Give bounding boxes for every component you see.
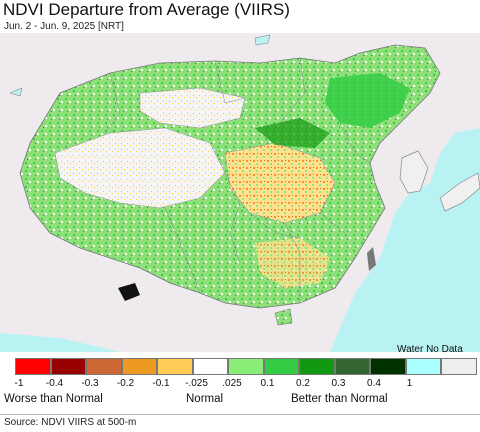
- legend-tick-9: 0.3: [331, 378, 346, 389]
- legend-tick-3: -0.2: [116, 378, 135, 389]
- legend-swatch-5: [192, 358, 228, 375]
- legend-tick-0: -1: [14, 378, 24, 389]
- ocean: [330, 128, 480, 352]
- legend-swatch-8: [299, 358, 335, 375]
- province-borders: [104, 57, 371, 303]
- korean-peninsula: [399, 150, 429, 194]
- legend: Water No Data -1 -0.4 -0.3 -0.2 -0.1 -.025 .02…: [0, 344, 480, 414]
- bangladesh-area: [118, 283, 140, 301]
- legend-swatch-6: [228, 358, 264, 375]
- desert-region: [139, 87, 246, 129]
- legend-swatch-7: [263, 358, 299, 375]
- legend-tick-8: 0.2: [296, 378, 310, 389]
- lake-baikal: [254, 34, 271, 46]
- map-title: NDVI Departure from Average (VIIRS): [3, 0, 290, 19]
- northeast-green: [325, 73, 410, 128]
- legend-swatch-1: [50, 358, 86, 375]
- legend-tick-4: -0.1: [152, 378, 170, 389]
- south-china-dry-patch: [255, 238, 330, 288]
- taiwan: [367, 247, 376, 271]
- legend-swatch-2: [86, 358, 122, 375]
- legend-swatch-11: [405, 358, 441, 375]
- legend-tick-2: -0.3: [81, 378, 99, 389]
- data-source: Source: NDVI VIIRS at 500-m: [4, 417, 137, 428]
- legend-tick-1: -0.4: [45, 378, 64, 389]
- legend-swatch-12: [441, 358, 477, 375]
- map-canvas: [0, 33, 480, 352]
- map-date-range: Jun. 2 - Jun. 9, 2025 [NRT]: [4, 21, 124, 32]
- footer-divider: [0, 414, 480, 415]
- legend-tick-11: 1: [406, 378, 413, 389]
- loess-green: [255, 118, 330, 148]
- legend-tick-5: -.025: [185, 378, 208, 389]
- legend-better-label: Better than Normal: [291, 393, 388, 405]
- ndvi-map: [0, 33, 480, 352]
- legend-color-bar: [15, 358, 477, 375]
- legend-swatch-9: [334, 358, 370, 375]
- ocean-southwest: [0, 333, 120, 352]
- legend-tick-6: .025: [222, 378, 242, 389]
- legend-tick-7: 0.1: [260, 378, 275, 389]
- plateau-region: [54, 127, 226, 209]
- legend-swatch-4: [157, 358, 193, 375]
- japan: [439, 172, 480, 212]
- hainan: [274, 308, 293, 326]
- legend-swatch-0: [15, 358, 51, 375]
- lake-balkhash: [9, 87, 23, 97]
- legend-normal-label: Normal: [186, 393, 224, 405]
- legend-swatch-3: [121, 358, 157, 375]
- water-no-data-label: Water No Data: [397, 344, 463, 355]
- legend-tick-10: 0.4: [367, 378, 381, 389]
- legend-swatch-10: [370, 358, 406, 375]
- legend-worse-label: Worse than Normal: [4, 393, 103, 405]
